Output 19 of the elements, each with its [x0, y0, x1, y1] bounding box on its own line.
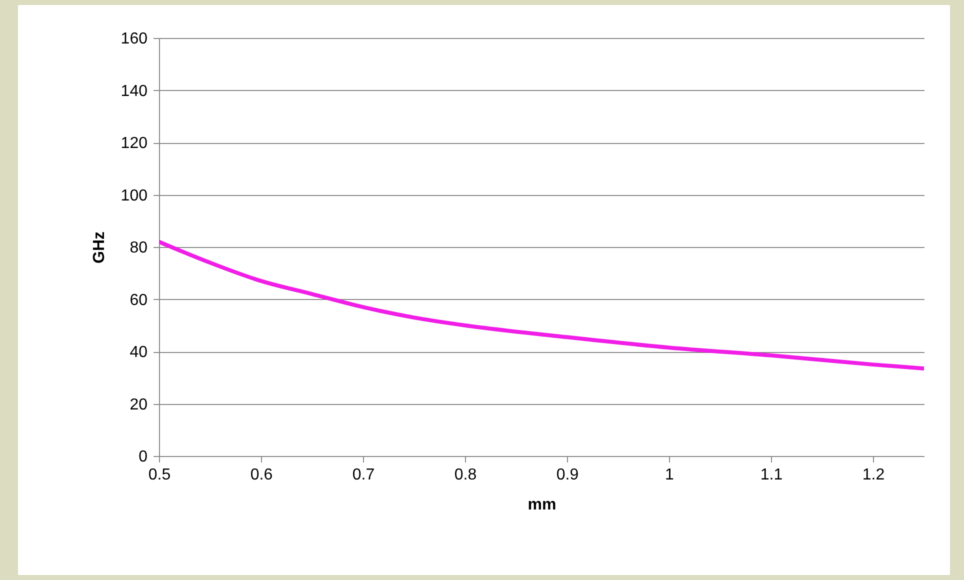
x-tick-label: 0.6 — [250, 466, 273, 484]
x-axis-title: mm — [528, 496, 556, 514]
y-tick-label: 120 — [120, 135, 148, 152]
y-tick-label: 140 — [120, 82, 148, 100]
y-tick-label: 80 — [130, 240, 148, 256]
y-tick-label: 20 — [130, 396, 148, 414]
y-tick-label: 40 — [130, 344, 148, 361]
x-tick-label: 0.5 — [148, 466, 171, 484]
x-tick-label: 1.2 — [862, 466, 885, 484]
x-tick-label: 0.7 — [352, 466, 375, 484]
y-tick-label: 0 — [138, 448, 148, 466]
y-tick-label: 160 — [120, 30, 148, 48]
x-tick-label: 1.1 — [760, 466, 783, 484]
y-axis-title: GHz — [90, 232, 108, 264]
x-tick-label: 0.9 — [556, 466, 579, 484]
x-tick-label: 0.8 — [454, 466, 477, 484]
y-tick-label: 100 — [120, 187, 148, 204]
y-tick-label: 60 — [130, 292, 148, 309]
x-tick-label: 1 — [665, 466, 674, 484]
